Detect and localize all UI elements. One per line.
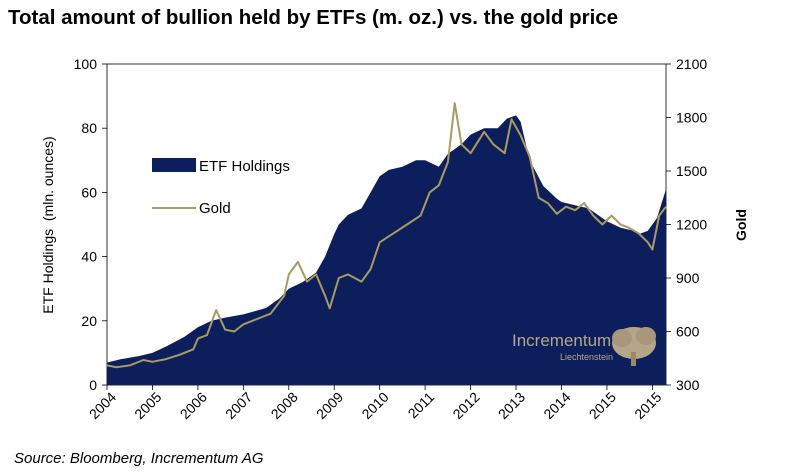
x-tick-label: 2009: [313, 389, 346, 422]
legend-label-etf: ETF Holdings: [199, 158, 290, 175]
x-tick-label: 2004: [86, 389, 119, 422]
watermark-name: Incrementum: [512, 331, 611, 350]
y-right-tick-label: 1500: [676, 163, 707, 179]
y-left-tick-label: 40: [81, 249, 97, 265]
tree-icon: [612, 327, 656, 366]
y-left-tick-label: 20: [81, 313, 97, 329]
y-right-tick-label: 300: [676, 377, 700, 393]
x-tick-label: 2008: [268, 389, 301, 422]
series-layer: [106, 102, 667, 386]
gold-price-line: [106, 102, 667, 369]
source-note: Source: Bloomberg, Incrementum AG: [14, 450, 264, 467]
etf-holdings-area: [107, 115, 666, 386]
legend: ETF Holdings Gold: [152, 158, 290, 217]
legend-swatch-etf: [152, 158, 196, 172]
incrementum-logo: Incrementum Liechtenstein: [512, 327, 656, 366]
y-right-tick-label: 600: [676, 324, 700, 340]
legend-label-gold: Gold: [199, 200, 231, 217]
chart-title: Total amount of bullion held by ETFs (m.…: [8, 6, 619, 29]
y-left-tick-label: 80: [81, 120, 97, 136]
x-tick-label: 2015: [586, 389, 619, 422]
x-tick-label: 2011: [405, 389, 438, 422]
x-tick-label: 2015: [631, 389, 664, 422]
x-tick-label: 2012: [449, 389, 482, 422]
y-right-tick-label: 1800: [676, 110, 707, 126]
y-right-tick-label: 1200: [676, 217, 707, 233]
y-left-tick-label: 0: [89, 377, 97, 393]
x-tick-label: 2010: [358, 389, 391, 422]
y-axis-left-label: ETF Holdings (mln. ounces): [40, 136, 56, 313]
x-tick-label: 2014: [540, 389, 573, 422]
y-left-tick-label: 60: [81, 184, 97, 200]
x-tick-label: 2013: [495, 389, 528, 422]
x-tick-label: 2007: [222, 389, 255, 422]
x-tick-label: 2005: [131, 389, 164, 422]
y-right-tick-label: 2100: [676, 56, 707, 72]
watermark-sub: Liechtenstein: [560, 352, 613, 362]
x-tick-label: 2006: [177, 389, 210, 422]
y-axis-right-label: Gold: [733, 209, 749, 241]
y-left-tick-label: 100: [74, 56, 98, 72]
y-right-tick-label: 900: [676, 270, 700, 286]
